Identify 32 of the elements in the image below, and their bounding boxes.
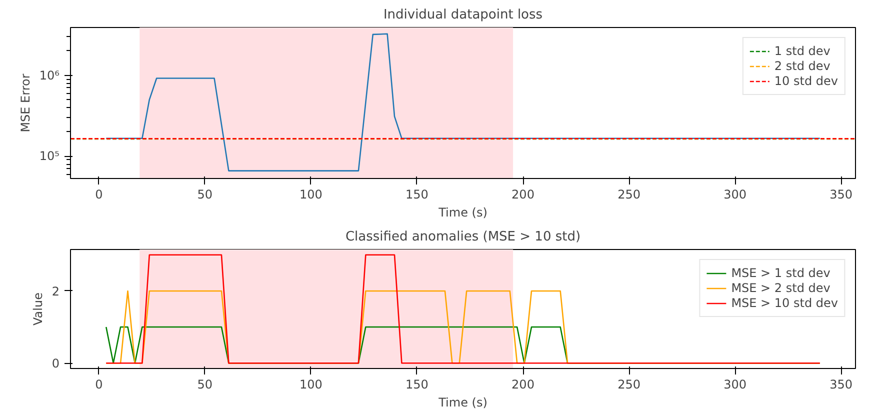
x-tick-label: 50 xyxy=(197,188,213,202)
x-tick-label: 350 xyxy=(830,378,853,392)
x-axis-title: Time (s) xyxy=(438,396,488,410)
y-tick-label: 10⁵ xyxy=(39,149,60,164)
x-tick-label: 100 xyxy=(300,188,322,202)
legend-label: 10 std dev xyxy=(774,74,838,88)
x-tick-label: 0 xyxy=(95,188,103,202)
x-tick-label: 300 xyxy=(724,188,747,202)
x-tick-label: 0 xyxy=(95,378,103,392)
chart-title: Individual datapoint loss xyxy=(383,8,543,22)
y-axis-title: MSE Error xyxy=(18,74,32,132)
legend-label: 1 std dev xyxy=(774,44,830,58)
y-tick-label: 10⁶ xyxy=(39,68,60,82)
x-tick-label: 50 xyxy=(197,378,213,392)
x-tick-label: 250 xyxy=(618,188,640,202)
y-tick-label: 0 xyxy=(52,356,60,371)
x-tick-label: 350 xyxy=(830,188,853,202)
legend-label: MSE > 2 std dev xyxy=(731,281,830,295)
x-tick-label: 200 xyxy=(512,378,534,392)
chart-title: Classified anomalies (MSE > 10 std) xyxy=(345,230,581,244)
x-tick-label: 250 xyxy=(618,378,640,392)
x-tick-label: 150 xyxy=(406,378,428,392)
x-tick-label: 100 xyxy=(300,378,322,392)
x-tick-label: 200 xyxy=(512,188,534,202)
x-axis-title: Time (s) xyxy=(438,206,488,220)
legend-label: MSE > 10 std dev xyxy=(731,296,838,310)
x-tick-label: 300 xyxy=(724,378,747,392)
y-tick-label: 2 xyxy=(52,284,60,298)
legend-label: MSE > 1 std dev xyxy=(731,266,830,280)
y-axis-title: Value xyxy=(30,292,45,326)
legend-label: 2 std dev xyxy=(774,59,830,73)
x-tick-label: 150 xyxy=(406,188,428,202)
